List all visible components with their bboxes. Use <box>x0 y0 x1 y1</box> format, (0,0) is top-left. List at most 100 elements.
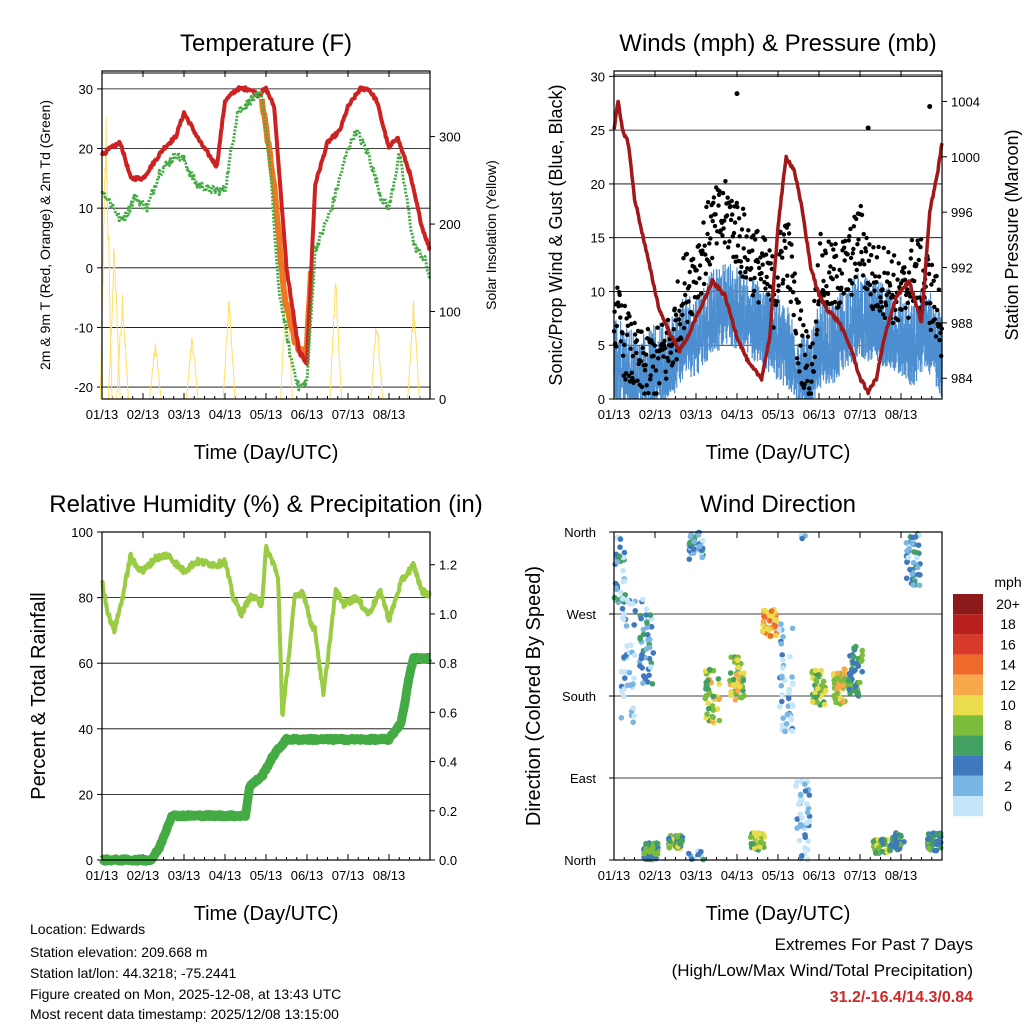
wind-direction-point <box>909 540 916 547</box>
wind-gust-point <box>738 259 744 264</box>
wind-direction-point <box>645 632 651 638</box>
wind-gust-point <box>755 259 761 265</box>
wind-direction-point <box>648 660 655 666</box>
wind-gust-point <box>858 203 863 209</box>
wind-direction-point <box>740 677 747 684</box>
wind-direction-point <box>823 687 829 694</box>
wind-direction-point <box>887 847 893 853</box>
y-tick-label-2: 20 <box>79 787 93 802</box>
wind-direction-point <box>728 689 734 695</box>
wind-gust-point <box>924 301 929 306</box>
wind-direction-point <box>699 537 706 544</box>
y2-tick-label-2: 0.6 <box>439 705 457 720</box>
wind-gust-point <box>724 213 730 218</box>
wind-gust-point <box>933 334 939 339</box>
wind-gust-point <box>627 379 633 384</box>
wind-direction-point <box>617 544 623 550</box>
x-tick-label-2: 01/13 <box>86 868 119 883</box>
wind-direction-point <box>806 818 813 824</box>
wind-direction-point <box>933 847 940 854</box>
pressure-line <box>612 99 944 396</box>
wind-direction-point <box>903 540 910 546</box>
wind-gust-point <box>625 323 630 328</box>
wind-gust-point <box>753 237 758 242</box>
wind-direction-point <box>732 697 739 703</box>
wind-direction-point <box>704 684 710 691</box>
wind-gust-point <box>781 277 786 283</box>
wind-direction-point <box>846 686 852 693</box>
wind-direction-point <box>618 715 625 721</box>
wind-direction-point <box>747 834 754 840</box>
wind-gust-point <box>643 362 648 368</box>
wind-direction-point <box>710 693 717 700</box>
station-latlon: Station lat/lon: 44.3218; -75.2441 <box>30 965 237 981</box>
wind-gust-point <box>863 249 869 254</box>
wind-direction-point <box>778 641 785 647</box>
wind-gust-point <box>804 363 810 368</box>
colorbar-title: mph <box>994 574 1021 590</box>
wind-gust-point <box>684 251 690 257</box>
wind-direction-point <box>821 701 828 708</box>
wind-gust-point <box>652 343 657 348</box>
colorbar-label: 16 <box>1000 636 1016 652</box>
wind-gust-point <box>735 204 740 210</box>
wind-gust-point <box>886 250 891 255</box>
wind-gust-point <box>860 273 866 278</box>
wind-direction-point <box>898 833 904 840</box>
wind-gust-point <box>846 238 851 243</box>
wind-direction-point <box>644 620 650 626</box>
wind-direction-point <box>815 672 822 678</box>
y-tick-label-0: 10 <box>79 201 93 216</box>
wind-gust-point <box>775 275 780 280</box>
wind-gust-point <box>902 277 908 282</box>
wind-gust-point <box>834 274 839 279</box>
y2-tick-label-2: 1.2 <box>439 558 457 573</box>
y-tick-label-1: 25 <box>591 123 605 138</box>
wind-gust-point <box>843 238 848 244</box>
wind-gust-point <box>887 283 893 288</box>
wind-gust-point <box>687 269 692 275</box>
wind-gust-point <box>932 304 937 310</box>
wind-gust-point <box>860 258 865 263</box>
wind-gust-point <box>937 322 943 327</box>
wind-gust-point <box>839 271 845 276</box>
wind-direction-point <box>644 624 650 631</box>
wind-gust-point <box>906 270 912 275</box>
y-axis-label-3: Direction (Colored By Speed) <box>523 566 545 826</box>
wind-gust-point <box>797 316 803 322</box>
wind-direction-point <box>624 643 630 649</box>
wind-direction-point <box>798 853 805 859</box>
wind-direction-point <box>777 704 783 710</box>
wind-direction-point <box>696 543 703 550</box>
wind-gust-point <box>929 262 935 268</box>
wind-gust-point <box>918 237 924 242</box>
wind-direction-point <box>653 840 660 846</box>
wind-direction-point <box>778 621 784 627</box>
y-tick-label-3: South <box>562 689 596 704</box>
wind-gust-point <box>776 288 781 293</box>
wind-gust-point <box>734 200 739 206</box>
wind-direction-point <box>750 841 756 847</box>
x-tick-label-3: 03/13 <box>680 868 713 883</box>
y-tick-label-3: North <box>564 853 596 868</box>
wind-gust-point <box>742 255 748 260</box>
x-tick-label-0: 07/13 <box>332 407 365 422</box>
solar-insolation-peak <box>185 337 199 400</box>
y-tick-label-2: 60 <box>79 656 93 671</box>
wind-direction-point <box>714 706 721 712</box>
wind-gust-point <box>811 369 816 374</box>
wind-gust-point <box>712 223 718 229</box>
wind-gust-point <box>929 282 934 287</box>
wind-gust-point <box>864 235 869 241</box>
wind-gust-point <box>648 377 653 382</box>
wind-direction-point <box>779 692 785 698</box>
wind-gust-point <box>871 245 876 250</box>
wind-direction-point <box>797 791 804 798</box>
wind-gust-point <box>764 274 769 280</box>
wind-direction-point <box>813 677 819 683</box>
wind-gust-point <box>796 361 801 366</box>
solar-insolation-peak <box>329 283 343 400</box>
wind-gust-point <box>807 386 812 391</box>
wind-direction-point <box>876 844 882 851</box>
